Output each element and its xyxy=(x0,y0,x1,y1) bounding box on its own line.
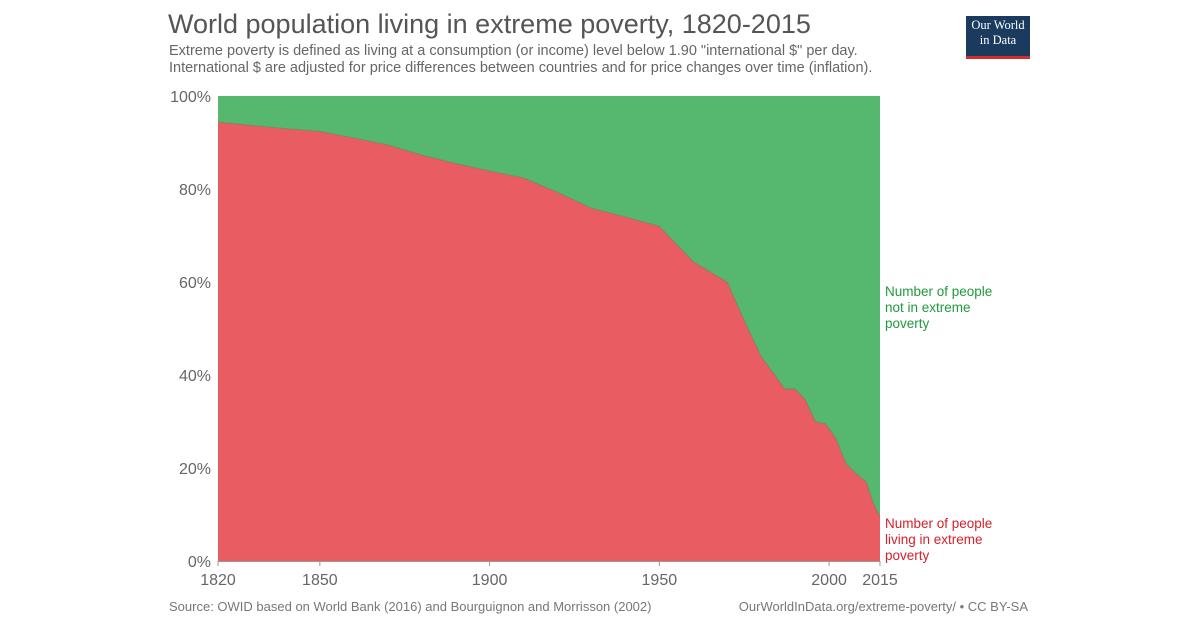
logo-line-1: Our World xyxy=(971,18,1025,32)
x-tick-label: 1820 xyxy=(200,572,236,589)
x-tick-label: 2000 xyxy=(811,572,847,589)
chart-title: World population living in extreme pover… xyxy=(168,9,811,39)
series-boundary-line xyxy=(217,121,881,517)
series-label-in-poverty: Number of people living in extreme poverty xyxy=(885,516,992,563)
y-tick-label: 100% xyxy=(170,89,211,106)
y-axis-ticks: 0% 20% 40% 60% 80% 100% xyxy=(170,89,211,571)
subtitle-line-2: International $ are adjusted for price d… xyxy=(169,60,873,76)
x-tick-label: 1900 xyxy=(472,572,508,589)
license-link[interactable]: OurWorldInData.org/extreme-poverty/ • CC… xyxy=(738,599,1028,614)
y-tick-label: 20% xyxy=(179,461,211,478)
series-label-line: living in extreme xyxy=(885,532,983,547)
y-tick-label: 0% xyxy=(188,554,211,571)
area-layer xyxy=(217,96,881,561)
series-label-line: poverty xyxy=(885,316,930,331)
x-tick-label: 1850 xyxy=(302,572,338,589)
logo-line-2: in Data xyxy=(979,33,1017,47)
source-note: Source: OWID based on World Bank (2016) … xyxy=(169,599,652,614)
chart-subtitle: Extreme poverty is defined as living at … xyxy=(169,43,872,77)
y-tick-label: 60% xyxy=(179,275,211,292)
series-label-not-in-poverty: Number of people not in extreme poverty xyxy=(885,284,992,331)
y-tick-label: 40% xyxy=(179,368,211,385)
x-axis-ticks: 1820 1850 1900 1950 2000 2015 xyxy=(200,561,898,589)
series-label-line: Number of people xyxy=(885,284,992,299)
x-tick-label: 1950 xyxy=(642,572,678,589)
area-not-in-extreme-poverty xyxy=(218,96,880,517)
subtitle-line-1: Extreme poverty is defined as living at … xyxy=(169,43,858,59)
series-label-line: poverty xyxy=(885,548,930,563)
series-labels: Number of people not in extreme povertyNum… xyxy=(885,284,992,563)
x-tick-label: 2015 xyxy=(862,572,898,589)
area-extreme-poverty xyxy=(218,122,880,561)
y-tick-label: 80% xyxy=(179,182,211,199)
series-label-line: not in extreme xyxy=(885,300,971,315)
series-label-line: Number of people xyxy=(885,516,992,531)
owid-logo[interactable]: Our World in Data xyxy=(966,16,1030,59)
